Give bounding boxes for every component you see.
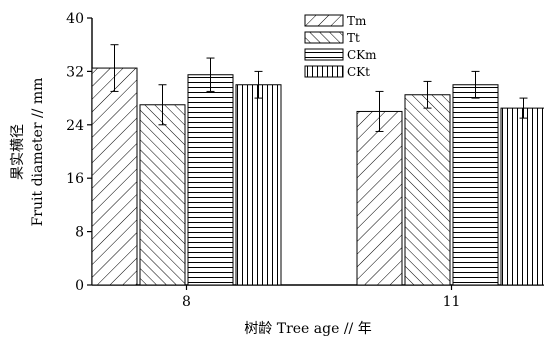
legend-swatch-CKt — [304, 65, 344, 78]
x-axis-title: 树龄 Tree age // 年 — [244, 321, 371, 337]
bar-CKt-8 — [235, 84, 282, 286]
legend: Tm Tt CKm CKt — [304, 14, 377, 79]
y-tick-label: 40 — [66, 11, 84, 27]
legend-label-Tm: Tm — [347, 14, 367, 28]
legend-swatch-Tm — [304, 14, 344, 27]
x-tick-label: 11 — [443, 294, 461, 310]
bar-Tm-8 — [91, 67, 138, 286]
y-tick-label: 0 — [75, 278, 84, 294]
legend-label-CKm: CKm — [347, 48, 377, 62]
bar-Tt-8 — [139, 104, 186, 286]
legend-label-Tt: Tt — [347, 31, 360, 45]
bar-CKm-8 — [187, 74, 234, 286]
y-tick-label: 16 — [66, 171, 84, 187]
bar-CKt-11 — [500, 107, 544, 286]
bar-Tm-11 — [356, 110, 403, 286]
y-tick-label: 32 — [66, 64, 84, 80]
legend-swatch-CKm — [304, 48, 344, 61]
bar-Tt-11 — [404, 94, 451, 286]
bar-CKm-11 — [452, 84, 499, 286]
y-axis-title-en: Fruit diameter // mm — [30, 78, 46, 227]
x-tick-label: 8 — [182, 294, 191, 310]
y-tick-label: 24 — [66, 118, 84, 134]
legend-swatch-Tt — [304, 31, 344, 44]
y-axis-title-cn: 果实横径 — [10, 124, 26, 180]
legend-label-CKt: CKt — [347, 65, 370, 79]
y-tick-label: 8 — [75, 225, 84, 241]
